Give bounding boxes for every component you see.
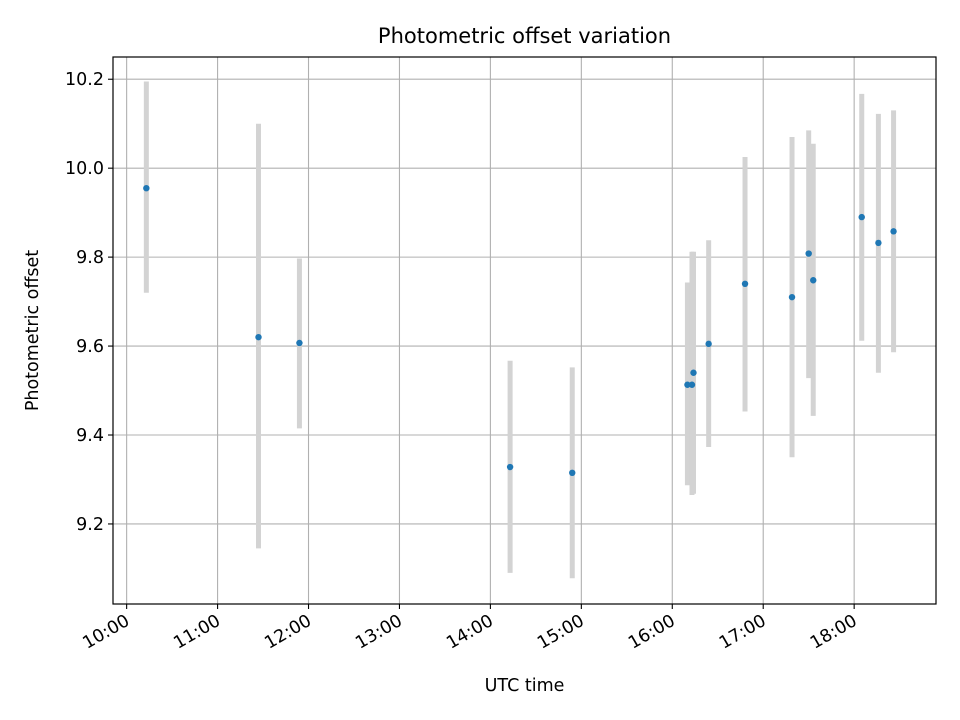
x-tick-label: 15:00 [534, 611, 588, 654]
data-point [810, 277, 817, 284]
data-point [741, 280, 749, 288]
data-point [255, 333, 262, 341]
data-point [890, 228, 897, 235]
data-point [143, 184, 150, 192]
x-tick-label: 17:00 [716, 611, 770, 654]
x-tick-label: 10:00 [79, 611, 133, 654]
plot-frame [112, 56, 937, 605]
y-axis-label: Photometric offset [23, 250, 43, 411]
x-tick-label: 13:00 [352, 611, 406, 654]
data-point [684, 381, 691, 388]
y-tick-label: 9.8 [76, 248, 104, 268]
data-points [143, 184, 897, 477]
x-tick-label: 11:00 [170, 611, 224, 654]
y-tick-label: 10.2 [65, 70, 104, 90]
x-tick-label: 14:00 [443, 611, 497, 654]
x-axis-ticks: 10:00 11:00 12:00 13:00 14:00 15:00 16:00 17:00… [79, 604, 861, 654]
grid-lines [113, 57, 936, 604]
x-tick-label: 12:00 [261, 611, 315, 654]
y-tick-label: 9.6 [76, 337, 104, 357]
data-point [788, 293, 796, 301]
data-point [569, 469, 576, 477]
chart-title: Photometric offset variation [378, 24, 671, 48]
data-point [688, 381, 696, 388]
error-bars [143, 81, 897, 579]
data-point [805, 250, 812, 257]
data-point [858, 213, 865, 221]
y-tick-label: 9.2 [76, 515, 104, 535]
x-tick-label: 18:00 [807, 611, 861, 654]
y-tick-label: 10.0 [65, 159, 104, 179]
data-point [875, 239, 882, 247]
x-tick-label: 16:00 [625, 611, 679, 654]
data-point [506, 463, 514, 471]
data-point [705, 340, 712, 348]
data-point [690, 369, 697, 376]
y-tick-label: 9.4 [76, 426, 104, 446]
x-axis-label: UTC time [485, 676, 565, 696]
y-axis-ticks: 9.2 9.4 9.6 9.8 10.0 10.2 [65, 70, 113, 535]
data-point [296, 339, 303, 347]
